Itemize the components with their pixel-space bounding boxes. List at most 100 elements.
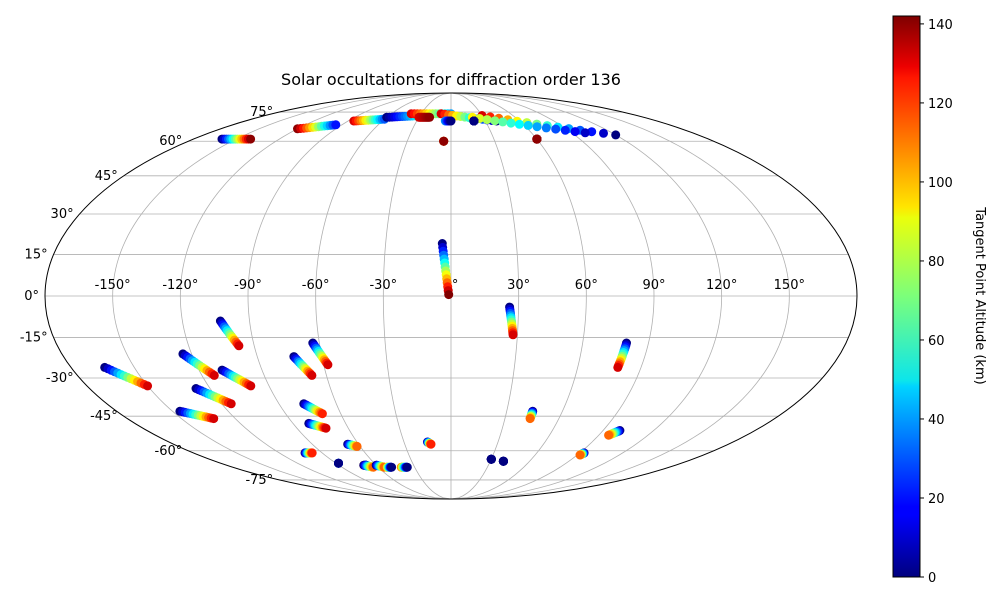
occultation-track — [300, 448, 317, 458]
data-point — [334, 458, 343, 468]
data-point — [498, 456, 508, 466]
latitude-tick-labels: 75° 60° 45° 30° 15° 0° -15° -30° -45° -60° -75° — [20, 105, 273, 488]
longitude-tick-labels: -150°-120°-90°-60°-30°0°30°60°90°120°150… — [95, 278, 805, 293]
data-point — [307, 370, 317, 380]
data-point — [490, 116, 500, 126]
occultation-track — [217, 134, 256, 144]
longitude-tick-label: -60° — [302, 278, 330, 293]
data-point — [307, 448, 317, 458]
latitude-tick-label: 0° — [24, 289, 39, 304]
data-point — [525, 414, 535, 424]
colorbar-gradient — [892, 15, 921, 578]
meridian-line — [450, 93, 520, 499]
occultation-track — [414, 112, 435, 122]
occultation-track — [215, 316, 244, 351]
colorbar-tick-label: 80 — [928, 255, 945, 270]
data-point — [446, 116, 456, 126]
occultation-track — [532, 134, 542, 144]
data-point — [541, 123, 551, 133]
longitude-tick-label: 90° — [642, 278, 665, 293]
occultation-track — [304, 418, 331, 433]
colorbar-tick-label: 40 — [928, 413, 945, 428]
data-point — [570, 127, 580, 137]
data-point — [613, 362, 623, 372]
occultation-track — [613, 338, 631, 372]
occultation-track — [423, 437, 436, 449]
meridian-line — [450, 93, 790, 499]
occultation-track — [525, 406, 538, 424]
data-point — [611, 130, 621, 140]
data-point — [323, 360, 333, 370]
data-point — [425, 112, 435, 122]
data-point — [226, 399, 236, 409]
globe-outline — [44, 92, 858, 500]
data-point — [604, 430, 614, 440]
data-point — [439, 136, 449, 146]
longitude-tick-label: -120° — [162, 278, 198, 293]
latitude-tick-label: -75° — [245, 473, 273, 488]
data-point — [246, 134, 256, 144]
occultation-track — [191, 384, 236, 409]
longitude-tick-label: 150° — [774, 278, 805, 293]
colorbar-tick-label: 120 — [928, 97, 953, 112]
data-point — [532, 122, 542, 132]
data-point — [599, 128, 608, 138]
occultation-track — [486, 454, 496, 464]
data-point — [143, 381, 153, 391]
data-point — [482, 115, 492, 125]
data-point — [560, 125, 570, 135]
occultation-track — [604, 426, 625, 440]
data-point — [580, 128, 590, 138]
occultation-track — [505, 302, 518, 340]
longitude-tick-label: 60° — [575, 278, 598, 293]
longitude-tick-label: -90° — [234, 278, 262, 293]
data-point — [426, 439, 436, 449]
meridian-line — [315, 93, 452, 499]
data-point — [246, 381, 256, 391]
colorbar-ticks: 0 20 40 60 80 100 120 140 — [920, 18, 953, 586]
occultation-track — [217, 365, 256, 391]
latitude-tick-label: 45° — [95, 169, 118, 184]
latitude-tick-label: -30° — [46, 371, 74, 386]
data-point — [486, 454, 496, 464]
colorbar-tick-label: 140 — [928, 18, 953, 33]
meridian-line — [247, 93, 452, 499]
occultation-track — [469, 116, 479, 126]
data-point — [352, 441, 362, 451]
colorbar-tick-label: 100 — [928, 176, 953, 191]
data-point — [508, 330, 518, 340]
meridian-line — [179, 93, 452, 499]
data-point — [551, 124, 561, 134]
data-point — [575, 450, 585, 460]
occultation-track — [289, 352, 317, 380]
colorbar-tick-label: 0 — [928, 571, 936, 586]
colorbar-label: Tangent Point Altitude (km) — [972, 206, 987, 384]
longitude-tick-label: -150° — [95, 278, 131, 293]
occultation-track — [100, 362, 153, 391]
data-point — [444, 290, 454, 300]
data-point — [498, 117, 508, 127]
data-point — [317, 409, 327, 419]
occultation-track — [293, 120, 341, 134]
colorbar-tick-label: 20 — [928, 492, 945, 507]
occultation-track — [467, 112, 590, 138]
occultation-track — [359, 460, 378, 472]
occultation-track — [440, 116, 456, 126]
data-point — [469, 116, 479, 126]
data-point — [532, 134, 542, 144]
data-point — [402, 462, 412, 472]
occultation-points — [100, 109, 631, 472]
occultation-track — [175, 406, 219, 424]
latitude-tick-label: -15° — [20, 331, 48, 346]
occultation-track — [439, 136, 449, 146]
occultation-track — [308, 338, 333, 370]
data-point — [506, 118, 516, 128]
data-point — [209, 370, 219, 380]
occultation-track — [299, 399, 327, 419]
data-point — [387, 462, 397, 472]
latitude-tick-label: 15° — [25, 247, 48, 262]
occultation-track — [343, 439, 362, 451]
occultation-track — [575, 448, 589, 460]
longitude-tick-label: 120° — [706, 278, 737, 293]
